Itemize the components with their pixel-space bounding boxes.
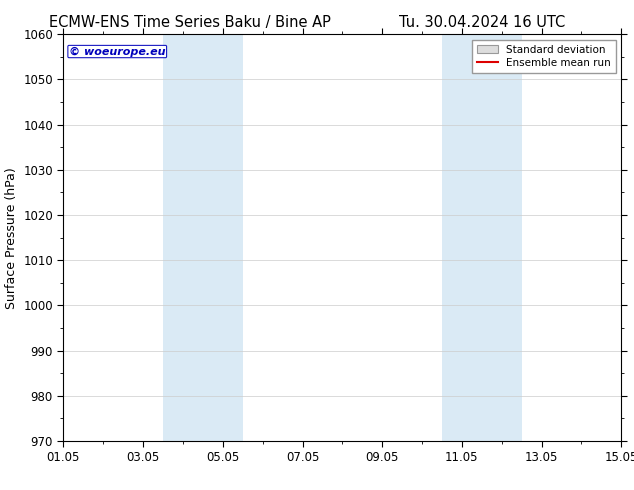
- Legend: Standard deviation, Ensemble mean run: Standard deviation, Ensemble mean run: [472, 40, 616, 73]
- Text: Tu. 30.04.2024 16 UTC: Tu. 30.04.2024 16 UTC: [399, 15, 565, 30]
- Y-axis label: Surface Pressure (hPa): Surface Pressure (hPa): [4, 167, 18, 309]
- Bar: [163, 34, 243, 441]
- Bar: [442, 34, 522, 441]
- Text: © woeurope.eu: © woeurope.eu: [69, 47, 165, 56]
- Text: ECMW-ENS Time Series Baku / Bine AP: ECMW-ENS Time Series Baku / Bine AP: [49, 15, 331, 30]
